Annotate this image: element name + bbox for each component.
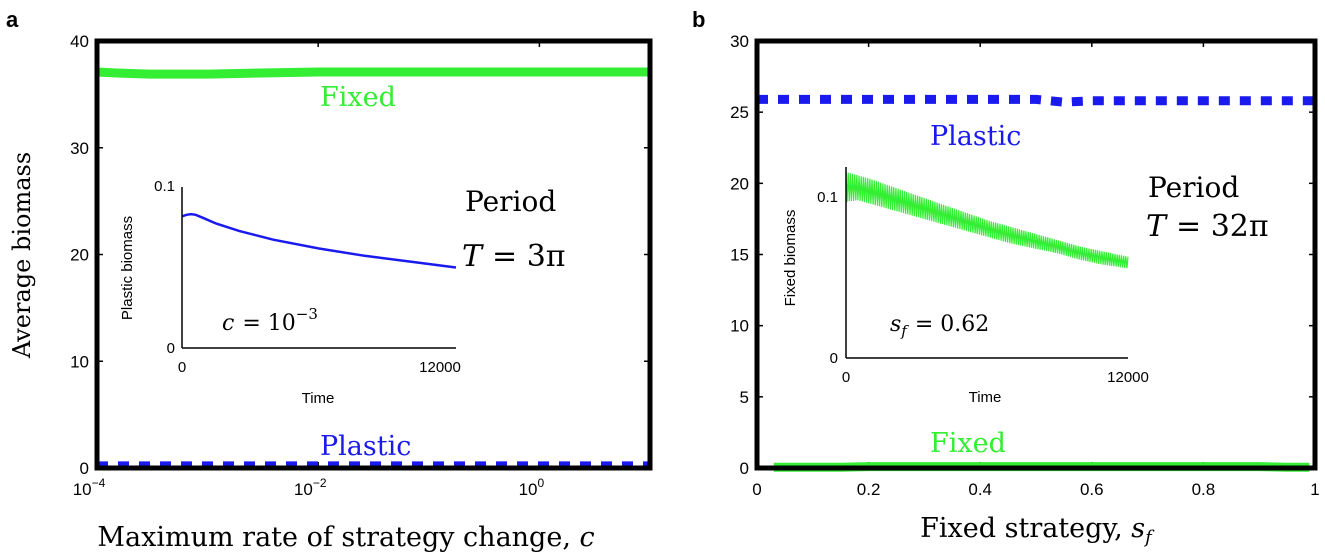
inset-b-x-tick-label: 12000 [1107,369,1149,386]
y-tick-label: 0 [80,459,89,478]
panel-b-letter: b [692,7,705,32]
panel-a-inset: 0.1 0 0 12000 Time Plastic biomass c = 10… [119,178,461,407]
inset-a-y-tick-label: 0.1 [154,178,175,195]
y-tick-label: 5 [740,388,749,407]
panel-b-series [757,94,1315,472]
series-plastic-line [757,94,1315,107]
panel-a-series [96,67,650,471]
panel-b-annotation-period: Period [1148,171,1239,204]
inset-series-fixed-line [845,171,1129,269]
x-tick-label: 0.6 [1080,480,1104,499]
panel-b-frame [754,38,1318,471]
y-tick-label: 30 [70,139,89,158]
panel-a-letter: a [6,7,19,32]
y-tick-label: 30 [730,32,749,51]
panel-a-x-axis-label: Maximum rate of strategy change, c [97,522,594,553]
inset-a-x-axis-label: Time [302,390,335,407]
panel-b-label-plastic: Plastic [930,121,1021,152]
inset-b-y-tick-label: 0.1 [817,189,838,206]
panel-b: b 0 5 10 15 20 25 30 0 0.2 0.4 0.6 0.8 1 Plastic Fi… [692,7,1320,548]
panel-b-label-fixed: Fixed [930,428,1006,459]
y-tick-label: 40 [70,32,89,51]
panel-a: a 0 10 20 30 40 10−4 10−2 100 Fixed Plastic Pe… [6,7,653,553]
y-tick-label: 25 [730,103,749,122]
panel-a-label-fixed: Fixed [320,82,396,113]
inset-series-plastic-line [181,212,457,269]
panel-b-x-ticks: 0 0.2 0.4 0.6 0.8 1 [752,41,1320,499]
y-tick-label: 10 [70,352,89,371]
panel-b-x-axis-label: Fixed strategy, sf [920,513,1155,548]
inset-b-y-tick-label: 0 [830,350,838,367]
panel-a-y-axis-label: Average biomass [8,152,36,359]
inset-a-y-axis-label: Plastic biomass [119,216,136,320]
y-tick-label: 20 [730,174,749,193]
x-tick-label: 0 [752,480,761,499]
y-tick-label: 10 [730,317,749,336]
panel-b-y-ticks: 0 5 10 15 20 25 30 [730,32,1315,478]
inset-a-series [181,212,457,269]
panel-a-annotation-period: Period [465,185,556,218]
x-tick-label: 1 [1310,480,1319,499]
panel-b-inset: 0.1 0 0 12000 Time Fixed biomass sf = 0.6… [782,167,1149,406]
x-tick-label: 0.4 [968,480,992,499]
inset-b-note: sf = 0.62 [890,312,989,340]
series-fixed-line [96,67,650,79]
inset-b-x-axis-label: Time [969,389,1002,406]
inset-b-x-tick-label: 0 [842,369,850,386]
y-tick-label: 15 [730,246,749,265]
inset-a-x-tick-label: 0 [178,359,186,376]
panel-a-annotation-period-value: T = 3π [462,239,566,274]
x-tick-label: 10−2 [294,476,327,499]
x-tick-label: 100 [519,476,545,499]
panel-a-frame [94,38,653,471]
panel-b-annotation-period-value: T = 32π [1146,209,1269,244]
x-tick-label: 10−4 [73,476,106,499]
y-tick-label: 20 [70,246,89,265]
y-tick-label: 0 [740,459,749,478]
inset-b-series [845,171,1129,269]
x-tick-label: 0.2 [857,480,881,499]
inset-a-x-tick-label: 12000 [419,359,461,376]
panel-a-y-ticks: 0 10 20 30 40 [70,32,650,478]
x-tick-label: 0.8 [1192,480,1216,499]
inset-b-y-axis-label: Fixed biomass [782,210,799,307]
panel-a-x-ticks: 10−4 10−2 100 [73,41,545,499]
panel-a-label-plastic: Plastic [320,431,411,462]
inset-a-y-tick-label: 0 [167,340,175,357]
inset-a-note: c = 10−3 [222,305,318,336]
